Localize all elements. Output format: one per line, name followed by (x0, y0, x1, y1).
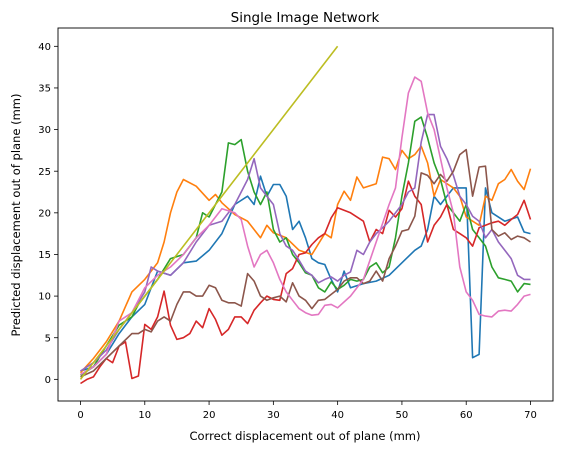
chart-title: Single Image Network (231, 10, 380, 26)
y-tick-label: 40 (38, 42, 51, 53)
y-tick-label: 30 (38, 125, 51, 136)
plot-frame (57, 27, 554, 402)
y-tick-label: 0 (45, 375, 51, 386)
series-line-8 (79, 45, 339, 380)
y-axis-title: Predicted displacement out of plane (mm) (9, 94, 23, 337)
y-tick-label: 10 (38, 292, 51, 303)
x-axis-title: Correct displacement out of plane (mm) (190, 429, 421, 443)
y-axis: 0 5 10 15 20 25 30 35 40 (38, 42, 58, 386)
series-line-5 (80, 113, 531, 372)
y-tick-label: 25 (38, 167, 51, 178)
x-tick-label: 60 (460, 410, 473, 421)
x-tick-label: 10 (138, 410, 151, 421)
y-tick-label: 20 (38, 208, 51, 219)
y-tick-label: 5 (45, 333, 51, 344)
plot-lines (79, 45, 532, 385)
y-tick-label: 35 (38, 84, 51, 95)
series-line-2 (79, 145, 532, 374)
series-line-6 (80, 148, 531, 378)
x-tick-label: 50 (396, 410, 409, 421)
x-tick-label: 40 (331, 410, 344, 421)
series-line-7 (80, 76, 531, 376)
x-axis: 0 10 20 30 40 50 60 70 (77, 401, 537, 421)
x-tick-label: 70 (524, 410, 537, 421)
x-tick-label: 20 (203, 410, 216, 421)
series-line-3 (80, 116, 531, 376)
y-tick-label: 15 (38, 250, 51, 261)
x-tick-label: 0 (77, 410, 83, 421)
series-line-4 (80, 180, 532, 385)
x-tick-label: 30 (267, 410, 280, 421)
